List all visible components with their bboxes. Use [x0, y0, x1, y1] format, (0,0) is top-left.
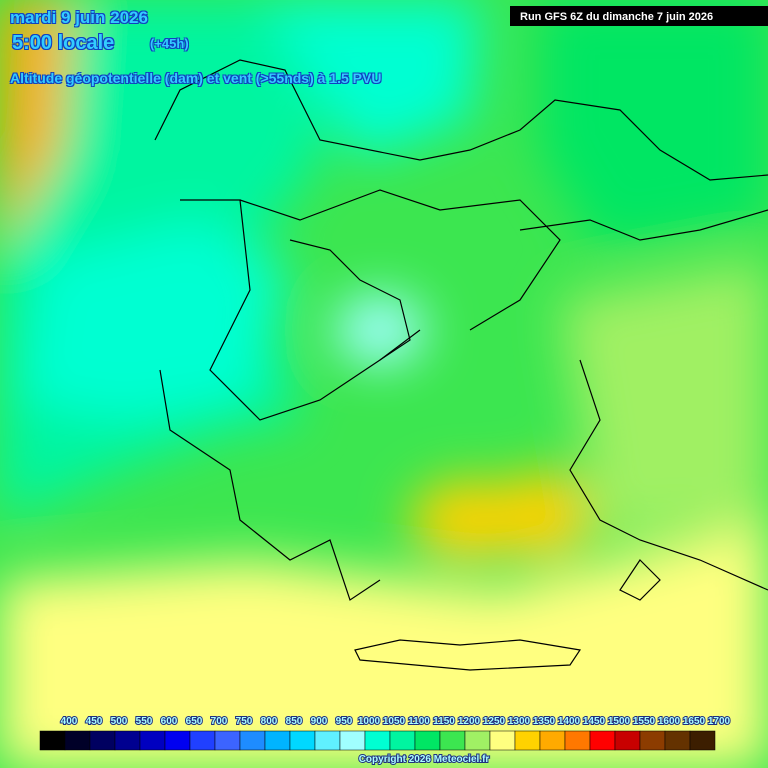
legend-swatch: [264, 730, 291, 751]
legend-label: 950: [336, 716, 353, 727]
legend-swatch: [39, 730, 66, 751]
island: [619, 559, 661, 601]
coast: [159, 369, 381, 601]
legend-swatch: [114, 730, 141, 751]
legend-label: 750: [236, 716, 253, 727]
lead-time: (+45h): [150, 36, 189, 51]
legend-swatch: [289, 730, 316, 751]
legend-swatch: [614, 730, 641, 751]
borders: [154, 59, 768, 671]
legend-label: 1300: [508, 716, 531, 727]
legend-label: 1400: [558, 716, 581, 727]
legend-swatch: [689, 730, 716, 751]
legend-label: 1550: [633, 716, 656, 727]
field-title: Altitude géopotentielle (dam) et vent (>…: [10, 70, 382, 86]
border: [239, 189, 561, 331]
coast: [354, 639, 582, 671]
legend-swatch: [539, 730, 566, 751]
area: [560, 260, 768, 540]
legend-label: 700: [211, 716, 228, 727]
copyright: Copyright 2026 Meteociel.fr: [359, 754, 490, 765]
legend-swatch: [64, 730, 91, 751]
legend-swatch: [214, 730, 241, 751]
area: [540, 0, 768, 250]
legend-label: 900: [311, 716, 328, 727]
legend-label: 850: [286, 716, 303, 727]
legend-swatch: [364, 730, 391, 751]
coast: [519, 209, 768, 241]
legend-label: 450: [86, 716, 103, 727]
time: 5:00 locale: [12, 32, 115, 54]
legend-label: 1100: [408, 716, 430, 727]
legend-label: 550: [136, 716, 153, 727]
legend-label: 500: [111, 716, 128, 727]
legend-label: 1500: [608, 716, 631, 727]
area: [260, 0, 480, 160]
legend-label: 1350: [533, 716, 556, 727]
legend-label: 1200: [458, 716, 481, 727]
area: [410, 480, 530, 560]
legend-swatch: [414, 730, 441, 751]
date: mardi 9 juin 2026: [10, 8, 148, 27]
area: [0, 0, 70, 250]
legend-label: 1600: [658, 716, 681, 727]
run-box: [510, 6, 768, 26]
legend-label: 1450: [583, 716, 606, 727]
area: [335, 295, 425, 365]
legend-swatch: [239, 730, 266, 751]
legend-label: 1650: [683, 716, 706, 727]
legend-swatch: [589, 730, 616, 751]
legend-label: 1250: [483, 716, 506, 727]
legend-swatch: [189, 730, 216, 751]
legend-label: 1000: [358, 716, 381, 727]
legend: 400 450 500 550 600 650 700 750 800 850 900 950 1000…: [39, 715, 732, 751]
legend-label: 650: [186, 716, 203, 727]
area: [500, 470, 590, 560]
legend-swatch: [389, 730, 416, 751]
legend-label: 1150: [433, 716, 455, 727]
coast: [569, 359, 768, 591]
legend-swatch: [139, 730, 166, 751]
legend-swatch: [464, 730, 491, 751]
legend-swatch: [489, 730, 516, 751]
legend-swatch: [164, 730, 191, 751]
legend-label: 400: [61, 716, 78, 727]
legend-swatch: [339, 730, 366, 751]
legend-label: 800: [261, 716, 278, 727]
area: [20, 220, 290, 420]
legend-label: 600: [161, 716, 178, 727]
run-label: Run GFS 6Z du dimanche 7 juin 2026: [520, 11, 713, 23]
legend-swatch: [639, 730, 666, 751]
legend-swatch: [514, 730, 541, 751]
legend-swatch: [439, 730, 466, 751]
border: [180, 199, 421, 421]
legend-label: 1700: [708, 716, 731, 727]
legend-swatch: [664, 730, 691, 751]
coast: [289, 239, 411, 361]
legend-label: 1050: [383, 716, 406, 727]
legend-swatch: [564, 730, 591, 751]
legend-swatch: [314, 730, 341, 751]
border: [154, 59, 768, 181]
legend-swatch: [89, 730, 116, 751]
